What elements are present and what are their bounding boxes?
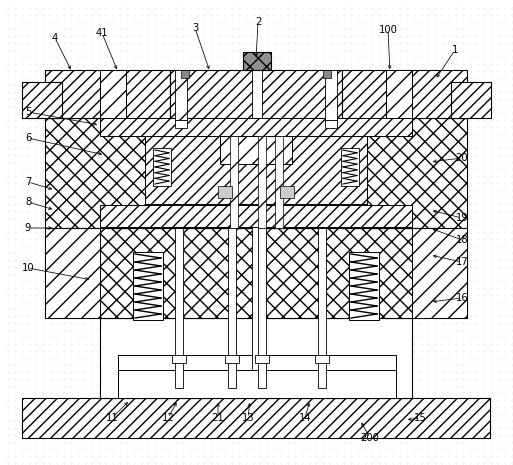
Bar — [175, 228, 183, 388]
Bar — [118, 355, 396, 370]
Text: 13: 13 — [242, 413, 254, 423]
Text: 10: 10 — [22, 263, 34, 273]
Text: 1: 1 — [452, 45, 458, 55]
Text: 20: 20 — [456, 153, 468, 163]
Bar — [255, 355, 269, 363]
Bar — [275, 136, 283, 228]
Text: 17: 17 — [456, 257, 468, 267]
Text: 21: 21 — [212, 413, 224, 423]
Text: 15: 15 — [413, 413, 426, 423]
Bar — [175, 120, 187, 128]
Bar — [323, 70, 331, 78]
Bar — [170, 70, 342, 118]
Bar — [258, 228, 266, 388]
Bar — [22, 398, 490, 438]
Text: 2: 2 — [255, 17, 261, 27]
Bar — [451, 82, 491, 118]
Text: 6: 6 — [25, 133, 31, 143]
Bar — [45, 228, 100, 318]
Bar — [181, 70, 189, 78]
Text: 14: 14 — [299, 413, 311, 423]
Text: 19: 19 — [456, 213, 468, 223]
Bar — [100, 118, 412, 136]
Bar — [175, 70, 187, 120]
Text: 7: 7 — [25, 177, 31, 187]
Text: 100: 100 — [379, 25, 398, 35]
Bar — [45, 70, 170, 118]
Bar — [386, 70, 412, 118]
Bar — [195, 388, 320, 398]
Bar — [100, 318, 412, 398]
Bar — [228, 228, 236, 388]
Bar — [100, 70, 126, 118]
Text: 12: 12 — [162, 413, 174, 423]
Bar — [315, 355, 329, 363]
Text: 41: 41 — [96, 28, 108, 38]
Text: 9: 9 — [25, 223, 31, 233]
Bar — [133, 252, 163, 320]
Text: 18: 18 — [456, 235, 468, 245]
Bar — [118, 370, 396, 398]
Bar — [45, 228, 467, 318]
Bar — [342, 70, 467, 118]
Bar — [349, 252, 379, 320]
Bar — [325, 70, 337, 120]
Text: 4: 4 — [52, 33, 58, 43]
Bar — [243, 52, 271, 70]
Bar — [153, 148, 171, 186]
Bar — [145, 136, 367, 204]
Bar — [220, 136, 292, 164]
Bar — [258, 136, 266, 228]
Text: 8: 8 — [25, 197, 31, 207]
Bar — [252, 70, 262, 370]
Text: 11: 11 — [106, 413, 119, 423]
Text: 3: 3 — [192, 23, 198, 33]
Text: 5: 5 — [25, 107, 31, 117]
Bar — [45, 118, 467, 228]
Bar — [230, 136, 238, 228]
Bar — [318, 228, 326, 388]
Bar — [218, 186, 232, 198]
Bar — [172, 355, 186, 363]
Bar — [100, 205, 412, 227]
Bar — [225, 355, 239, 363]
Text: 200: 200 — [361, 433, 380, 443]
Bar — [341, 148, 359, 186]
Bar — [280, 186, 294, 198]
Bar — [22, 82, 62, 118]
Text: 16: 16 — [456, 293, 468, 303]
Bar — [412, 228, 467, 318]
Bar — [325, 120, 337, 128]
